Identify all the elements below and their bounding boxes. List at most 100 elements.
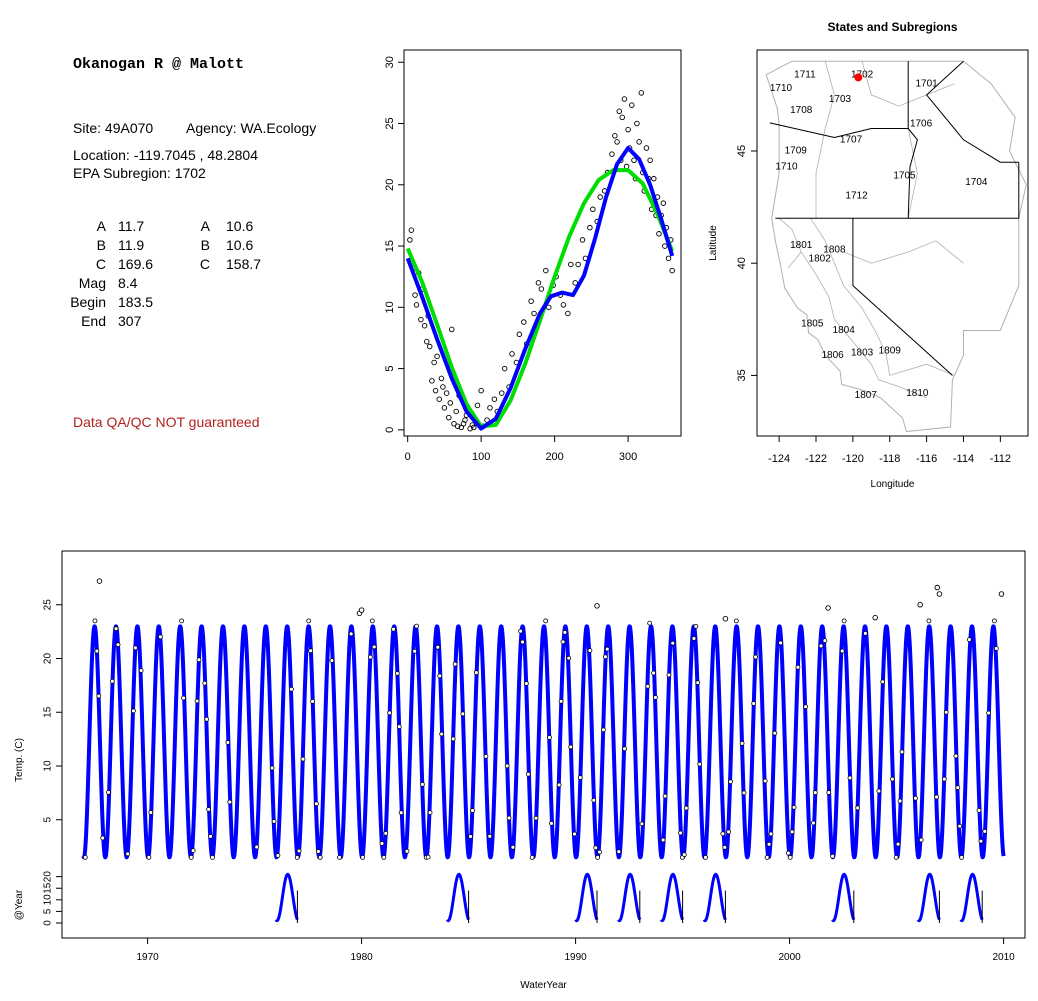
data-point <box>651 175 657 182</box>
param-label: C <box>199 256 210 272</box>
param-label: B <box>200 237 210 253</box>
outlier-point <box>825 605 831 611</box>
data-point <box>660 200 667 206</box>
data-point <box>447 400 454 406</box>
observation-point <box>383 830 389 836</box>
observation-point <box>601 727 606 733</box>
observation-point <box>308 648 314 654</box>
data-point <box>629 102 635 108</box>
observation-point <box>812 790 818 796</box>
data-point <box>431 359 437 366</box>
data-point <box>509 351 515 357</box>
subregion-boundary <box>810 218 891 376</box>
observation-point <box>566 655 572 661</box>
observation-point <box>703 854 708 860</box>
site-title: Okanogan R @ Malott <box>73 56 245 73</box>
observation-point <box>728 779 733 785</box>
param-value: 11.9 <box>118 237 145 253</box>
observation-point <box>803 704 809 710</box>
observation-point <box>741 790 747 796</box>
observation-point <box>880 679 886 685</box>
data-point <box>535 280 542 286</box>
observation-point <box>683 805 689 811</box>
region-label: 1702 <box>851 69 874 80</box>
observation-point <box>96 693 102 699</box>
outlier-point <box>998 591 1005 597</box>
observation-point <box>202 680 208 686</box>
temperature-fit-line <box>81 624 1006 860</box>
region-label: 1708 <box>790 105 813 116</box>
observation-point <box>520 639 525 645</box>
data-point <box>625 126 631 133</box>
observation-point <box>300 756 306 762</box>
observation-point <box>795 664 801 670</box>
y-tick-label: 25 <box>384 117 396 129</box>
subregion-boundary <box>815 61 835 219</box>
data-point <box>471 424 477 431</box>
map-title: States and Subregions <box>827 20 957 34</box>
observation-point <box>394 671 400 676</box>
data-point <box>614 139 620 145</box>
site-id: Site: 49A070 <box>73 120 154 136</box>
data-point <box>478 387 484 394</box>
subregion-boundary <box>834 319 927 399</box>
observation-point <box>789 829 795 835</box>
observation-point <box>294 854 300 860</box>
observation-point <box>468 834 473 839</box>
observation-point <box>106 789 111 795</box>
observation-point <box>691 636 697 641</box>
observation-point <box>568 744 574 750</box>
observation-point <box>404 848 410 854</box>
observation-point <box>562 629 568 635</box>
observation-point <box>651 670 656 676</box>
y-tick-label: 40 <box>736 257 748 269</box>
outlier-point <box>934 584 941 591</box>
y-tick-label: 5 <box>384 366 396 372</box>
data-point <box>418 316 424 323</box>
observation-point <box>993 646 999 651</box>
observation-point <box>460 711 466 717</box>
x-axis-label: Longitude <box>871 479 915 490</box>
state-boundary <box>769 61 909 139</box>
data-point <box>531 310 537 317</box>
observation-point <box>225 740 231 745</box>
observation-point <box>391 626 396 632</box>
state-boundary <box>907 128 918 219</box>
subregion-boundary <box>843 240 964 264</box>
observation-point <box>227 799 233 805</box>
param-label: A <box>96 218 106 234</box>
observation-point <box>518 628 524 634</box>
plot-frame <box>403 49 682 437</box>
data-point <box>597 194 603 200</box>
region-label: 1705 <box>893 170 916 181</box>
blue-fit-line <box>405 146 675 431</box>
region-label: 1703 <box>829 94 852 105</box>
outlier-point <box>936 591 943 597</box>
data-point <box>590 206 596 213</box>
region-label: 1710 <box>770 83 793 94</box>
data-point <box>429 378 435 384</box>
observation-point <box>337 854 342 860</box>
x-tick-label: -116 <box>916 453 937 465</box>
y-tick-label: 10 <box>43 760 54 772</box>
observation-point <box>678 830 683 836</box>
observation-point <box>602 654 608 660</box>
observation-point <box>733 618 739 624</box>
x-tick-label: 1990 <box>564 952 587 963</box>
observation-point <box>473 670 479 676</box>
subregion-boundary <box>907 128 918 219</box>
data-point <box>623 163 630 170</box>
observation-point <box>254 844 260 850</box>
observation-point <box>510 844 516 850</box>
observation-point <box>841 618 847 624</box>
observation-point <box>206 807 211 812</box>
year-fit-curve <box>916 872 941 923</box>
observation-point <box>148 810 154 815</box>
observation-point <box>893 854 899 860</box>
data-point <box>426 343 433 350</box>
observation-point <box>639 821 645 827</box>
year-fit-curve <box>702 872 727 923</box>
y-tick-label: 45 <box>736 145 748 157</box>
data-point <box>619 114 625 121</box>
